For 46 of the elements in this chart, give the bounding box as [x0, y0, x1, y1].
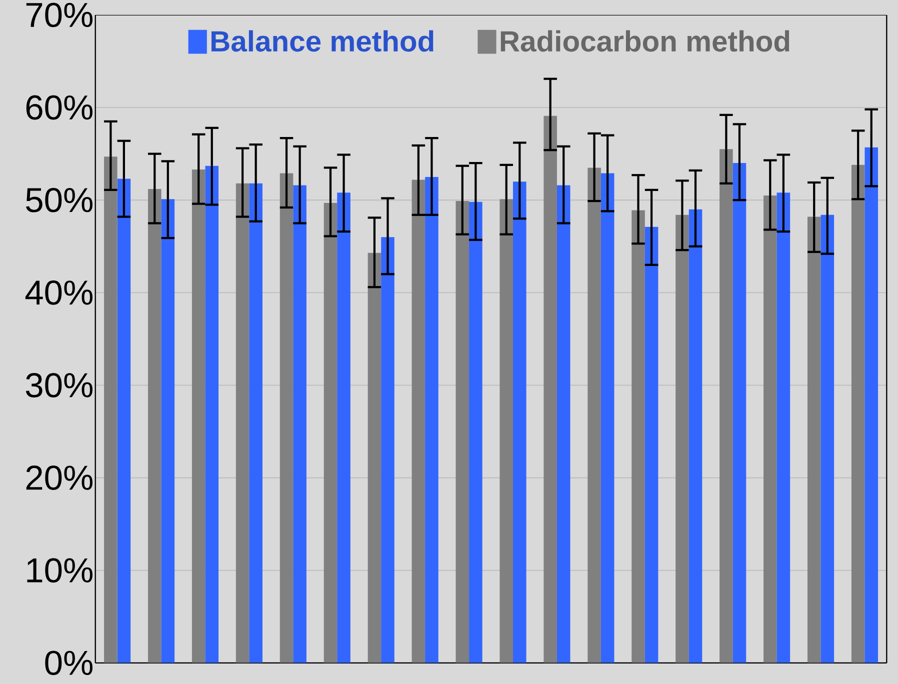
- bar: [764, 195, 777, 663]
- bar: [500, 199, 513, 663]
- bar: [324, 202, 338, 663]
- bar: [513, 181, 526, 663]
- bar: [851, 164, 865, 663]
- bar: [368, 252, 382, 663]
- bar: [205, 166, 219, 663]
- y-tick-label: 10%: [27, 558, 92, 582]
- bar: [864, 147, 878, 663]
- bar: [469, 202, 482, 663]
- bar: [249, 183, 262, 663]
- y-tick-label: 70%: [26, 2, 92, 28]
- bar: [192, 169, 206, 663]
- bar: [425, 176, 438, 663]
- bar: [600, 173, 614, 663]
- bar: [588, 168, 601, 663]
- bar: [556, 185, 570, 663]
- bar: [776, 192, 790, 663]
- legend-label: Balance method: [212, 30, 434, 52]
- y-tick-label: 0%: [45, 650, 92, 676]
- bar: [688, 209, 702, 663]
- y-tick-label: 40%: [25, 280, 92, 305]
- bar: [280, 173, 294, 663]
- bar: [381, 237, 394, 663]
- bar: [104, 156, 118, 663]
- bar: [148, 188, 162, 663]
- bar: [720, 149, 733, 663]
- bar: [412, 180, 426, 663]
- bar: [337, 192, 350, 663]
- bar: [117, 178, 131, 663]
- y-tick-label: 50%: [26, 188, 92, 212]
- y-tick-label: 20%: [26, 465, 92, 490]
- bar: [632, 210, 645, 663]
- bar: [161, 199, 175, 663]
- y-tick-label: 30%: [26, 372, 92, 398]
- bar: [807, 216, 821, 663]
- bar: [456, 200, 470, 663]
- legend-label: Radiocarbon method: [500, 30, 790, 52]
- bar: [644, 226, 658, 663]
- bar: [820, 214, 834, 663]
- y-tick-label: 60%: [26, 95, 92, 120]
- bar: [676, 214, 689, 663]
- bar: [293, 185, 306, 663]
- bar: [732, 162, 746, 663]
- bar: [236, 183, 250, 663]
- bar: [544, 116, 557, 663]
